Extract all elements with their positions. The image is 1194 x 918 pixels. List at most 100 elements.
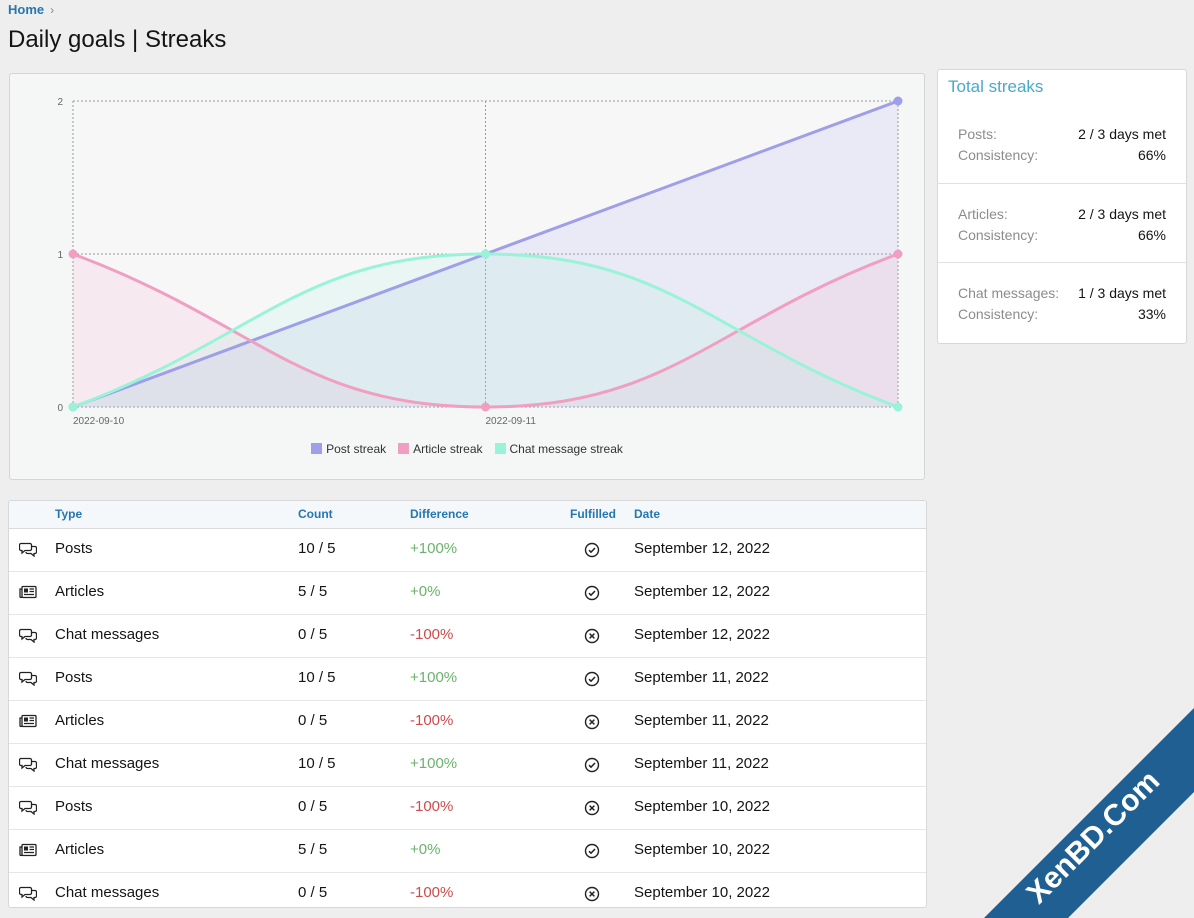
x-circle-icon (584, 628, 600, 644)
x-tick-label: 2022-09-11 (486, 416, 537, 427)
breadcrumb-separator-icon: › (50, 3, 55, 17)
legend-item[interactable]: Chat message streak (494, 442, 623, 456)
table-header: Type Count Difference Fulfilled Date (9, 501, 926, 529)
check-circle-icon (584, 585, 600, 601)
header-difference[interactable]: Difference (410, 507, 469, 521)
row-type: Articles (55, 712, 105, 729)
row-difference: +100% (410, 669, 458, 686)
streak-block: Chat messages: 1 / 3 days met Consistency:… (938, 262, 1186, 341)
row-count: 0 / 5 (298, 626, 328, 643)
data-point (481, 249, 490, 259)
data-point (68, 249, 78, 259)
row-count: 5 / 5 (298, 841, 328, 858)
row-type: Chat messages (55, 884, 160, 901)
row-count: 10 / 5 (298, 669, 336, 686)
row-difference: -100% (410, 626, 454, 643)
table-row: Chat messages 0 / 5 -100% September 10, 202… (9, 873, 926, 907)
row-count: 5 / 5 (298, 583, 328, 600)
watermark-ribbon: XenBD.Com (984, 708, 1194, 918)
row-type: Posts (55, 540, 93, 557)
breadcrumb-home-link[interactable]: Home (8, 2, 45, 17)
total-streaks-title: Total streaks (948, 77, 1044, 96)
x-circle-icon (584, 714, 600, 730)
header-date[interactable]: Date (634, 507, 661, 521)
table-row: Posts 10 / 5 +100% September 12, 2022 (9, 529, 926, 572)
table-row: Posts 0 / 5 -100% September 10, 2022 (9, 787, 926, 830)
data-point (68, 402, 78, 412)
consistency-value: 33% (1137, 306, 1166, 322)
y-tick-label: 2 (57, 97, 63, 108)
header-type[interactable]: Type (55, 507, 83, 521)
data-point (481, 402, 490, 412)
chart-legend: Post streak Article streak Chat message st… (10, 442, 924, 456)
consistency-label: Consistency: (958, 147, 1039, 163)
row-count: 10 / 5 (298, 755, 336, 772)
legend-item[interactable]: Article streak (398, 442, 483, 456)
table-row: Chat messages 0 / 5 -100% September 12, 202… (9, 615, 926, 658)
consistency-label: Consistency: (958, 227, 1039, 243)
row-date: September 12, 2022 (634, 540, 770, 557)
row-date: September 10, 2022 (634, 798, 770, 815)
header-fulfilled[interactable]: Fulfilled (570, 507, 616, 521)
row-type: Posts (55, 798, 93, 815)
streak-days: 1 / 3 days met (1078, 285, 1166, 301)
row-count: 0 / 5 (298, 798, 328, 815)
breadcrumb: Home › (8, 2, 54, 17)
check-circle-icon (584, 671, 600, 687)
row-date: September 10, 2022 (634, 884, 770, 901)
consistency-value: 66% (1137, 147, 1166, 163)
series-area (73, 254, 898, 407)
chat-icon (18, 541, 38, 558)
x-tick-label: 2022-09-10 (73, 416, 125, 427)
newspaper-icon (19, 842, 37, 858)
y-tick-label: 0 (57, 403, 63, 414)
streak-block: Articles: 2 / 3 days met Consistency: 66% (938, 183, 1186, 262)
page-title: Daily goals | Streaks (8, 26, 227, 53)
row-date: September 12, 2022 (634, 626, 770, 643)
row-date: September 11, 2022 (634, 712, 769, 729)
streak-chart: 0 1 2 2022-09-10 2022-09-11 Post streak Artic… (9, 73, 925, 480)
x-circle-icon (584, 800, 600, 816)
row-type: Articles (55, 841, 105, 858)
newspaper-icon (19, 713, 37, 729)
consistency-label: Consistency: (958, 306, 1039, 322)
legend-label: Article streak (413, 442, 483, 456)
row-difference: -100% (410, 884, 454, 901)
goals-table: Type Count Difference Fulfilled Date Pos… (8, 500, 927, 908)
newspaper-icon (19, 584, 37, 600)
legend-swatch (398, 443, 410, 454)
row-type: Chat messages (55, 755, 160, 772)
streak-block: Posts: 2 / 3 days met Consistency: 66% (938, 104, 1186, 183)
table-row: Articles 5 / 5 +0% September 10, 2022 (9, 830, 926, 873)
streak-chart-svg: 0 1 2 2022-09-10 2022-09-11 (57, 96, 903, 427)
row-count: 0 / 5 (298, 884, 328, 901)
consistency-value: 66% (1137, 227, 1166, 243)
streak-days: 2 / 3 days met (1078, 206, 1166, 222)
row-difference: +100% (410, 755, 458, 772)
row-difference: -100% (410, 712, 454, 729)
legend-label: Post streak (326, 442, 387, 456)
check-circle-icon (584, 757, 600, 773)
check-circle-icon (584, 843, 600, 859)
chat-icon (18, 670, 38, 687)
header-count[interactable]: Count (298, 507, 333, 521)
row-date: September 12, 2022 (634, 583, 770, 600)
legend-item[interactable]: Post streak (311, 442, 386, 456)
row-date: September 10, 2022 (634, 841, 770, 858)
check-circle-icon (584, 542, 600, 558)
row-type: Posts (55, 669, 93, 686)
legend-label: Chat message streak (509, 442, 623, 456)
table-row: Articles 5 / 5 +0% September 12, 2022 (9, 572, 926, 615)
row-count: 10 / 5 (298, 540, 336, 557)
chat-icon (18, 627, 38, 644)
row-difference: +100% (410, 540, 458, 557)
row-difference: -100% (410, 798, 454, 815)
streak-label: Articles: (958, 206, 1008, 222)
y-tick-label: 1 (57, 250, 63, 261)
chat-icon (18, 799, 38, 816)
row-difference: +0% (410, 583, 441, 600)
legend-swatch (494, 443, 506, 454)
series-area (73, 254, 898, 407)
x-circle-icon (584, 886, 600, 902)
streak-label: Posts: (958, 126, 997, 142)
